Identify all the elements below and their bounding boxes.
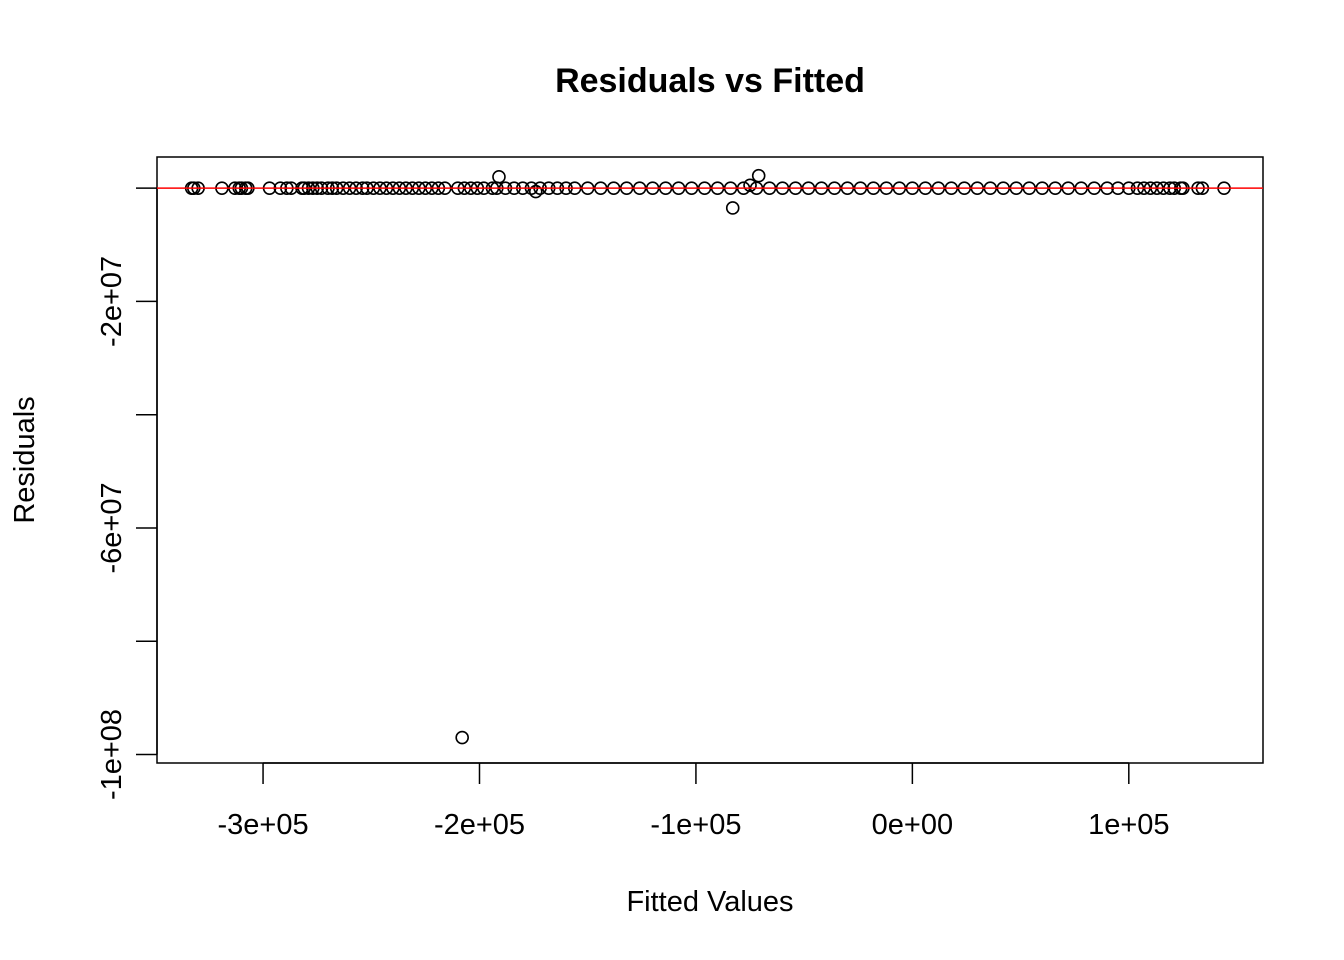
data-point — [528, 184, 543, 199]
data-points — [184, 168, 1231, 745]
x-tick-label: 0e+00 — [872, 809, 953, 841]
x-tick-label: -3e+05 — [218, 809, 309, 841]
y-axis-label: Residuals — [9, 396, 41, 523]
data-point — [751, 168, 766, 183]
data-point — [725, 201, 740, 215]
x-tick-label: -2e+05 — [434, 809, 525, 841]
y-tick-label: -2e+07 — [96, 256, 128, 347]
plot-frame — [156, 156, 1264, 764]
x-axis-label: Fitted Values — [626, 886, 793, 918]
chart-title: Residuals vs Fitted — [555, 62, 865, 100]
y-tick-label: -6e+07 — [96, 482, 128, 573]
y-tick-label: -1e+08 — [96, 709, 128, 800]
data-point — [743, 178, 757, 193]
y-axis: -2e+07 -6e+07 -1e+08 — [96, 187, 158, 800]
x-tick-label: -1e+05 — [650, 809, 741, 841]
data-point — [455, 730, 469, 745]
data-point — [492, 170, 506, 184]
x-tick-label: 1e+05 — [1088, 809, 1169, 841]
x-axis: -3e+05 -2e+05 -1e+05 0e+00 1e+05 — [218, 762, 1170, 841]
